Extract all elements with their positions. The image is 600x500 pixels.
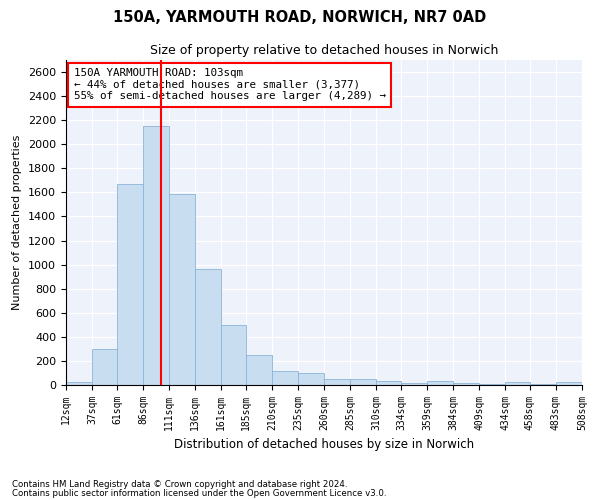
Bar [272,370,298,385]
Bar [376,382,401,385]
Bar [427,382,453,385]
Bar [169,194,195,385]
Y-axis label: Number of detached properties: Number of detached properties [13,135,22,310]
Text: 150A, YARMOUTH ROAD, NORWICH, NR7 0AD: 150A, YARMOUTH ROAD, NORWICH, NR7 0AD [113,10,487,25]
Text: Contains public sector information licensed under the Open Government Licence v3: Contains public sector information licen… [12,489,386,498]
Bar [350,379,376,385]
Bar [556,382,582,385]
Text: 150A YARMOUTH ROAD: 103sqm
← 44% of detached houses are smaller (3,377)
55% of s: 150A YARMOUTH ROAD: 103sqm ← 44% of deta… [74,68,386,102]
Bar [195,270,221,385]
Bar [401,382,427,385]
Bar [505,382,530,385]
Bar [453,382,479,385]
Text: Contains HM Land Registry data © Crown copyright and database right 2024.: Contains HM Land Registry data © Crown c… [12,480,347,489]
Bar [479,384,505,385]
Bar [92,350,117,385]
Bar [324,379,350,385]
Title: Size of property relative to detached houses in Norwich: Size of property relative to detached ho… [150,44,498,58]
X-axis label: Distribution of detached houses by size in Norwich: Distribution of detached houses by size … [174,438,474,452]
Bar [530,384,556,385]
Bar [221,325,246,385]
Bar [66,382,92,385]
Bar [143,126,169,385]
Bar [246,355,272,385]
Bar [117,184,143,385]
Bar [298,373,324,385]
